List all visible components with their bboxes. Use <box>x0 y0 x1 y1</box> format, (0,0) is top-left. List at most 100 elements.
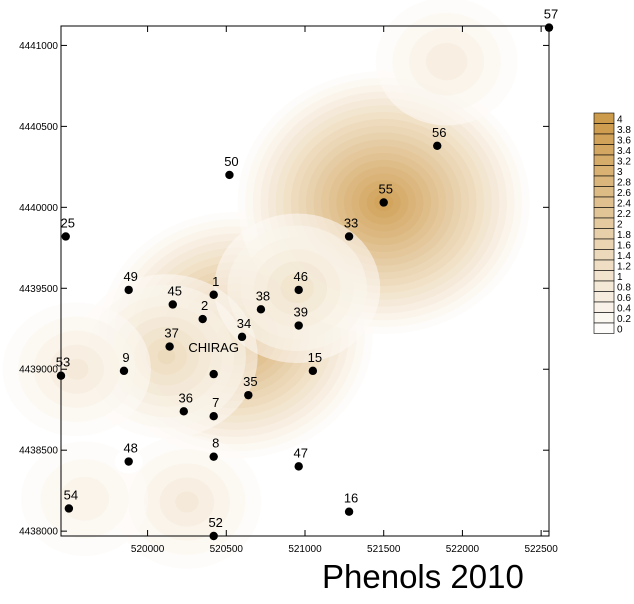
legend-swatch <box>593 144 615 156</box>
contour-band <box>425 42 468 81</box>
sample-point-marker <box>209 452 218 461</box>
legend-label: 2.4 <box>617 199 631 210</box>
color-legend: 43.83.63.43.232.82.62.42.221.81.61.41.21… <box>593 112 631 336</box>
sample-point-marker <box>56 371 66 380</box>
sample-points: 57 56 50 55 25 33 49 1 46 45 38 2 39 34 37 53 9 CHIRAG 15 3… <box>56 7 558 541</box>
legend-swatch <box>593 280 615 292</box>
y-tick-label: 4440000 <box>19 203 58 214</box>
sample-point-label: 49 <box>123 269 137 284</box>
sample-point-label: 50 <box>224 154 238 169</box>
sample-point-marker <box>168 300 177 309</box>
sample-point-marker <box>294 285 303 295</box>
sample-point-label: 8 <box>212 436 219 451</box>
sample-point-label: 15 <box>308 350 322 365</box>
sample-point-label: 34 <box>237 316 251 331</box>
sample-point-label: 16 <box>344 491 358 506</box>
legend-label: 0.6 <box>617 293 631 304</box>
sample-point-label: 35 <box>243 374 257 389</box>
sample-point-marker <box>64 504 74 513</box>
contour-band <box>65 358 89 380</box>
y-tick-label: 4438000 <box>19 527 58 538</box>
legend-label: 0.2 <box>617 314 631 325</box>
sample-point-marker <box>119 366 129 376</box>
legend-label: 3.8 <box>617 125 631 136</box>
legend-label: 0 <box>617 325 623 336</box>
sample-point-label: 2 <box>201 298 208 313</box>
legend-swatch <box>593 123 615 135</box>
sample-point-label: 52 <box>208 515 222 530</box>
legend-label: 2.8 <box>617 178 631 189</box>
sample-point-marker <box>225 170 234 180</box>
sample-point-label: 45 <box>168 283 182 298</box>
sample-point-marker <box>308 366 318 376</box>
legend-swatch <box>593 186 615 198</box>
y-tick-label: 4441000 <box>19 41 58 52</box>
legend-swatch <box>593 301 615 313</box>
legend-swatch <box>593 312 615 324</box>
sample-point-label: 53 <box>56 355 70 370</box>
sample-point-label: 46 <box>293 269 307 284</box>
sample-point-label: 48 <box>123 441 137 456</box>
sample-point-label: 1 <box>212 274 219 289</box>
sample-point-label: 57 <box>544 7 558 22</box>
contour-band <box>175 491 199 513</box>
legend-label: 3.2 <box>617 157 631 168</box>
sample-point-label: 9 <box>122 350 129 365</box>
legend-label: 0.4 <box>617 304 631 315</box>
legend-label: 1.8 <box>617 230 631 241</box>
sample-point-marker <box>179 407 188 416</box>
chart-title: Phenols 2010 <box>322 558 524 595</box>
sample-point-marker <box>344 232 354 241</box>
sample-point-marker <box>433 141 442 151</box>
y-tick-label: 4439500 <box>19 284 58 295</box>
sample-point-marker <box>209 531 218 541</box>
legend-swatch <box>593 217 615 229</box>
legend-swatch <box>593 133 615 145</box>
legend-label: 2.2 <box>617 209 631 220</box>
y-tick-label: 4439000 <box>19 365 58 376</box>
sample-point-marker <box>165 342 174 351</box>
x-tick-label: 522500 <box>524 544 558 555</box>
legend-label: 2 <box>617 220 623 231</box>
sample-point-marker <box>124 285 133 295</box>
sample-point-label: 33 <box>344 215 358 230</box>
legend-swatch <box>593 270 615 282</box>
sample-point-marker <box>209 290 218 299</box>
sample-point-marker <box>209 411 218 421</box>
sample-point-marker <box>294 462 303 471</box>
sample-point-label: 47 <box>293 445 307 460</box>
legend-swatch <box>593 112 615 124</box>
legend-swatch <box>593 165 615 177</box>
sample-point-label: 25 <box>60 215 74 230</box>
sample-point-marker <box>198 314 207 324</box>
axis-ticks: 520000 520500 521000 521500 522000 522500 4438… <box>19 26 558 555</box>
x-tick-label: 520000 <box>131 544 165 555</box>
legend-swatch <box>593 154 615 166</box>
sample-point-label: 56 <box>432 125 446 140</box>
legend-swatch <box>593 291 615 303</box>
sample-point-marker <box>294 321 303 330</box>
legend-swatch <box>593 196 615 208</box>
legend-label: 3 <box>617 167 623 178</box>
sample-point-marker <box>244 390 253 400</box>
legend-swatch <box>593 322 615 334</box>
sample-point-marker <box>379 198 388 207</box>
legend-swatch <box>593 259 615 271</box>
y-tick-label: 4440500 <box>19 122 58 133</box>
sample-point-marker <box>344 507 354 516</box>
x-tick-label: 520500 <box>210 544 244 555</box>
sample-point-marker <box>209 369 218 379</box>
sample-point-marker <box>544 23 554 32</box>
legend-label: 1.4 <box>617 251 631 262</box>
sample-point-label: 37 <box>164 326 178 341</box>
x-tick-label: 521500 <box>367 544 401 555</box>
legend-label: 1.2 <box>617 262 631 273</box>
legend-swatch <box>593 207 615 219</box>
sample-point-label: 36 <box>179 390 193 405</box>
sample-point-label: 7 <box>212 395 219 410</box>
sample-point-label: 38 <box>256 288 270 303</box>
legend-label: 1 <box>617 272 623 283</box>
contour-band <box>157 348 176 365</box>
contour-field <box>2 0 530 569</box>
